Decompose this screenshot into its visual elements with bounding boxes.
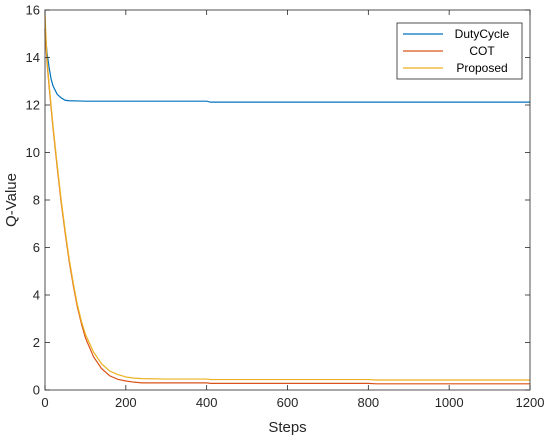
legend-label-proposed: Proposed [456, 61, 507, 75]
y-tick-label: 16 [26, 3, 40, 18]
y-tick-label: 6 [33, 240, 40, 255]
x-tick-label: 200 [115, 395, 137, 410]
series-layer [44, 14, 530, 385]
series-line-proposed [44, 14, 530, 381]
series-line-dutycycle [44, 28, 530, 103]
y-tick-label: 4 [33, 288, 40, 303]
x-axis-title: Steps [268, 419, 306, 436]
y-tick-label: 12 [26, 98, 40, 113]
x-tick-label: 600 [277, 395, 299, 410]
x-tick-label: 400 [196, 395, 218, 410]
y-tick-label: 8 [33, 193, 40, 208]
x-tick-label: 1200 [516, 395, 545, 410]
ticks-layer: 0 200 400 600 800 1000 1200 0 2 4 6 8 10 12 14 16 [26, 3, 545, 411]
x-tick-label: 0 [41, 395, 48, 410]
legend-label-dutycycle: DutyCycle [455, 27, 510, 41]
x-tick-label: 800 [357, 395, 379, 410]
y-tick-label: 14 [26, 50, 40, 65]
legend-label-cot: COT [469, 44, 495, 58]
x-tick-label: 1000 [435, 395, 464, 410]
y-axis-title: Q-Value [3, 173, 20, 227]
legend: DutyCycle COT Proposed [396, 22, 523, 80]
y-tick-label: 2 [33, 335, 40, 350]
y-tick-label: 0 [33, 383, 40, 398]
y-tick-label: 10 [26, 145, 40, 160]
